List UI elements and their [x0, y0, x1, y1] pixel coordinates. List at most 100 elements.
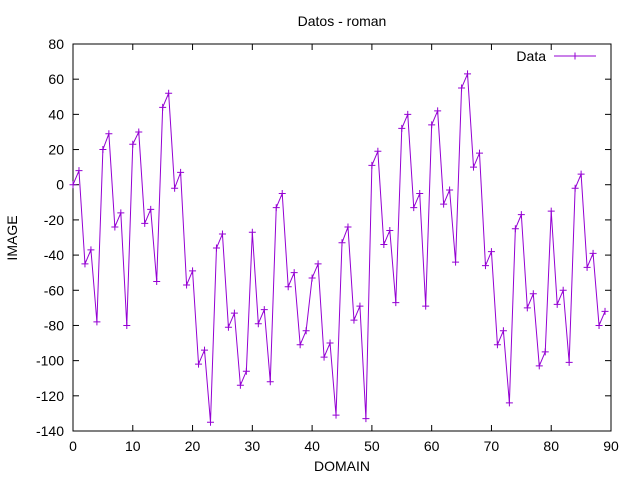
data-point: [147, 205, 155, 213]
y-tick-label: 0: [56, 177, 64, 193]
chart-title: Datos - roman: [298, 13, 387, 29]
y-tick-label: 40: [48, 106, 64, 122]
series-line: [72, 73, 606, 423]
data-point: [320, 353, 328, 361]
data-point: [248, 228, 256, 236]
data-point: [314, 260, 322, 268]
data-point: [499, 327, 507, 335]
data-point: [368, 161, 376, 169]
data-point: [201, 346, 209, 354]
y-tick-label: -120: [36, 388, 64, 404]
data-point: [159, 103, 167, 111]
data-point: [392, 299, 400, 307]
data-point: [470, 163, 478, 171]
data-point: [517, 211, 525, 219]
data-point: [577, 170, 585, 178]
data-point: [475, 149, 483, 157]
data-point: [428, 121, 436, 129]
y-tick-label: -40: [44, 247, 64, 263]
data-point: [296, 341, 304, 349]
data-point: [308, 274, 316, 282]
data-point: [452, 258, 460, 266]
data-point: [446, 186, 454, 194]
plot-frame: [72, 43, 612, 432]
x-tick-label: 70: [484, 438, 500, 454]
data-point: [266, 378, 274, 386]
data-point: [81, 260, 89, 268]
data-point: [326, 339, 334, 347]
data-point: [141, 219, 149, 227]
y-tick-label: 80: [48, 36, 64, 52]
legend: Data: [516, 48, 596, 64]
data-point: [440, 200, 448, 208]
data-point: [206, 418, 214, 426]
data-point: [87, 246, 95, 254]
data-point: [595, 321, 603, 329]
data-point: [356, 302, 364, 310]
y-tick-label: 60: [48, 71, 64, 87]
data-point: [410, 204, 418, 212]
data-point: [171, 184, 179, 192]
data-point: [404, 110, 412, 118]
x-tick-label: 90: [603, 438, 619, 454]
data-point: [493, 341, 501, 349]
data-point: [344, 223, 352, 231]
data-point: [583, 263, 591, 271]
data-point: [189, 267, 197, 275]
x-ticks: 0 10 20 30 40 50 60 70 80 90: [69, 44, 619, 454]
data-point: [529, 290, 537, 298]
data-point: [571, 184, 579, 192]
data-point: [69, 181, 77, 189]
data-point: [422, 302, 430, 310]
data-point: [224, 323, 232, 331]
data-point: [135, 128, 143, 136]
data-point: [165, 89, 173, 97]
data-point: [212, 244, 220, 252]
data-point: [362, 415, 370, 423]
data-point: [290, 269, 298, 277]
data-point: [75, 167, 83, 175]
data-point: [505, 399, 513, 407]
data-point: [99, 146, 107, 154]
data-point: [105, 130, 113, 138]
data-point: [511, 225, 519, 233]
data-point: [153, 277, 161, 285]
data-point: [183, 281, 191, 289]
data-point: [374, 147, 382, 155]
x-tick-label: 0: [69, 438, 77, 454]
y-axis-label: IMAGE: [4, 215, 20, 260]
data-point: [416, 190, 424, 198]
data-point: [242, 367, 250, 375]
x-tick-label: 50: [364, 438, 380, 454]
data-point: [230, 309, 238, 317]
data-point: [218, 230, 226, 238]
data-point: [93, 318, 101, 326]
x-tick-label: 40: [304, 438, 320, 454]
y-tick-label: -100: [36, 353, 64, 369]
data-point: [398, 124, 406, 132]
series-data: [69, 70, 609, 426]
data-point: [272, 204, 280, 212]
y-tick-label: -80: [44, 317, 64, 333]
data-point: [541, 348, 549, 356]
x-axis-label: DOMAIN: [314, 458, 370, 474]
data-point: [332, 411, 340, 419]
data-point: [254, 320, 262, 328]
data-point: [236, 381, 244, 389]
data-point: [458, 84, 466, 92]
data-point: [487, 248, 495, 256]
data-point: [129, 140, 137, 148]
x-tick-label: 60: [424, 438, 440, 454]
data-point: [386, 226, 394, 234]
data-point: [481, 262, 489, 270]
y-tick-label: -20: [44, 212, 64, 228]
x-tick-label: 10: [125, 438, 141, 454]
data-point: [559, 286, 567, 294]
x-tick-label: 30: [245, 438, 261, 454]
data-point: [589, 249, 597, 257]
data-point: [565, 358, 573, 366]
y-tick-label: 20: [48, 142, 64, 158]
data-point: [547, 207, 555, 215]
data-point: [111, 223, 119, 231]
data-point: [464, 70, 472, 78]
